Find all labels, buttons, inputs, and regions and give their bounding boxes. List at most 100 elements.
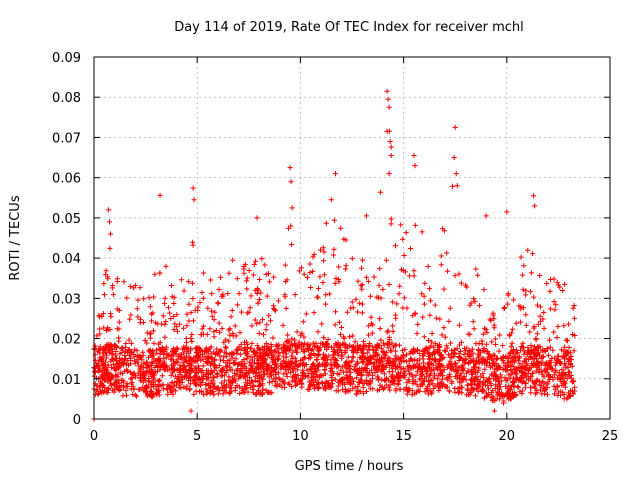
data-point: [290, 368, 297, 374]
data-point: [414, 347, 420, 353]
data-point: [322, 380, 329, 386]
data-point: [103, 272, 109, 278]
data-point: [177, 362, 183, 368]
data-point: [226, 377, 232, 383]
data-point: [368, 360, 374, 366]
data-point: [425, 383, 431, 390]
data-point: [123, 361, 129, 367]
data-point: [388, 152, 394, 159]
data-point: [186, 318, 192, 324]
data-point: [227, 390, 233, 396]
data-point: [92, 343, 98, 349]
data-point: [96, 384, 103, 390]
data-point: [487, 364, 493, 370]
data-point: [544, 345, 550, 352]
data-point: [400, 305, 406, 311]
data-point: [546, 337, 553, 343]
data-point: [162, 322, 168, 328]
x-tick-label: 15: [395, 429, 412, 444]
data-point: [374, 364, 380, 370]
data-point: [467, 302, 473, 308]
data-point: [420, 314, 426, 320]
data-point: [447, 358, 453, 364]
data-point: [131, 354, 137, 360]
data-point: [325, 336, 331, 343]
data-point: [396, 371, 402, 377]
data-point: [470, 318, 476, 325]
data-point: [471, 326, 477, 332]
data-point: [325, 379, 331, 386]
data-point: [170, 391, 176, 397]
data-point: [424, 361, 431, 367]
data-point: [241, 270, 247, 276]
data-point: [501, 360, 507, 366]
data-point: [377, 326, 383, 332]
data-point: [498, 378, 504, 384]
data-point: [225, 290, 231, 297]
data-point: [363, 388, 370, 395]
data-point: [458, 371, 464, 377]
data-point: [502, 305, 508, 311]
data-point: [474, 369, 480, 375]
data-point: [484, 329, 490, 336]
data-point: [194, 349, 200, 355]
data-point: [381, 351, 388, 357]
data-point: [563, 337, 569, 343]
data-point: [108, 314, 114, 320]
data-point: [510, 369, 516, 375]
y-tick-label: 0.07: [52, 131, 81, 146]
data-point: [390, 328, 396, 334]
data-point: [150, 348, 156, 354]
data-point: [520, 364, 526, 370]
data-point: [101, 280, 107, 287]
data-point: [268, 344, 275, 350]
data-point: [193, 359, 199, 365]
data-point: [329, 374, 335, 381]
data-point: [252, 317, 258, 323]
data-point: [98, 356, 105, 362]
data-point: [174, 311, 180, 318]
data-point: [112, 386, 118, 392]
data-point: [541, 388, 547, 394]
data-point: [307, 382, 314, 388]
data-point: [489, 360, 496, 367]
data-point: [412, 163, 418, 169]
data-point: [419, 229, 425, 235]
data-point: [483, 326, 489, 332]
data-point: [289, 384, 295, 390]
data-point: [150, 328, 157, 334]
data-point: [227, 364, 233, 370]
data-point: [144, 340, 150, 346]
data-point: [356, 380, 363, 386]
data-point: [271, 376, 277, 382]
data-point: [570, 305, 576, 311]
data-point: [187, 367, 193, 373]
data-point: [305, 374, 311, 380]
data-point: [255, 388, 262, 394]
data-point: [393, 388, 399, 394]
data-point: [99, 382, 105, 388]
data-point: [353, 296, 359, 302]
data-point: [517, 365, 523, 371]
data-point: [360, 353, 366, 359]
data-point: [431, 344, 437, 350]
data-point: [488, 395, 494, 401]
data-point: [546, 376, 553, 382]
data-point: [165, 304, 172, 311]
y-tick-label: 0: [73, 413, 81, 428]
data-point: [271, 274, 277, 280]
data-point: [522, 292, 529, 298]
data-point: [310, 254, 316, 260]
data-point: [392, 363, 398, 370]
data-point: [376, 387, 382, 393]
data-point: [451, 154, 457, 161]
data-point: [132, 392, 138, 398]
data-point: [412, 310, 418, 316]
data-point: [301, 271, 307, 277]
data-point: [168, 384, 174, 390]
data-point: [469, 366, 475, 372]
data-point: [151, 340, 157, 346]
data-point: [311, 310, 317, 316]
data-point: [417, 356, 423, 362]
data-point: [299, 372, 305, 378]
